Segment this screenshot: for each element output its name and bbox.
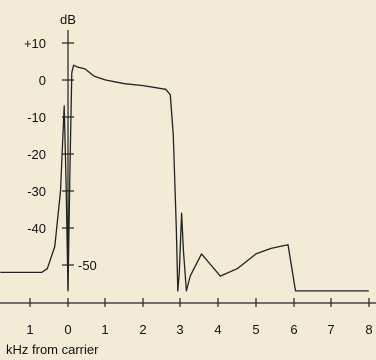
y-tick-label: -50 [78, 258, 97, 273]
y-tick-label: 0 [39, 73, 46, 88]
x-tick-label: 3 [176, 322, 183, 337]
series [0, 64, 369, 292]
y-tick-label: -10 [27, 110, 46, 125]
x-axis-label: kHz from carrier [6, 342, 99, 357]
y-tick-label: +10 [24, 36, 46, 51]
axes [0, 30, 376, 304]
series-line [0, 64, 369, 292]
y-tick-label: -20 [27, 147, 46, 162]
y-tick-label: -40 [27, 221, 46, 236]
y-axis-label: dB [60, 12, 76, 27]
x-tick-label: 7 [327, 322, 334, 337]
x-tick-label: 5 [252, 322, 259, 337]
x-tick-label: 2 [139, 322, 146, 337]
x-tick-label: 6 [290, 322, 297, 337]
x-tick-label: 1 [26, 322, 33, 337]
x-tick-label: 4 [214, 322, 221, 337]
x-tick-label: 1 [101, 322, 108, 337]
x-tick-label: 0 [64, 322, 71, 337]
x-tick-label: 8 [365, 322, 372, 337]
ticks: 1 0 1 2 3 4 5 6 7 8 +10 0 -10 -20 -30 -40 -50 [24, 36, 373, 337]
y-tick-label: -30 [27, 184, 46, 199]
